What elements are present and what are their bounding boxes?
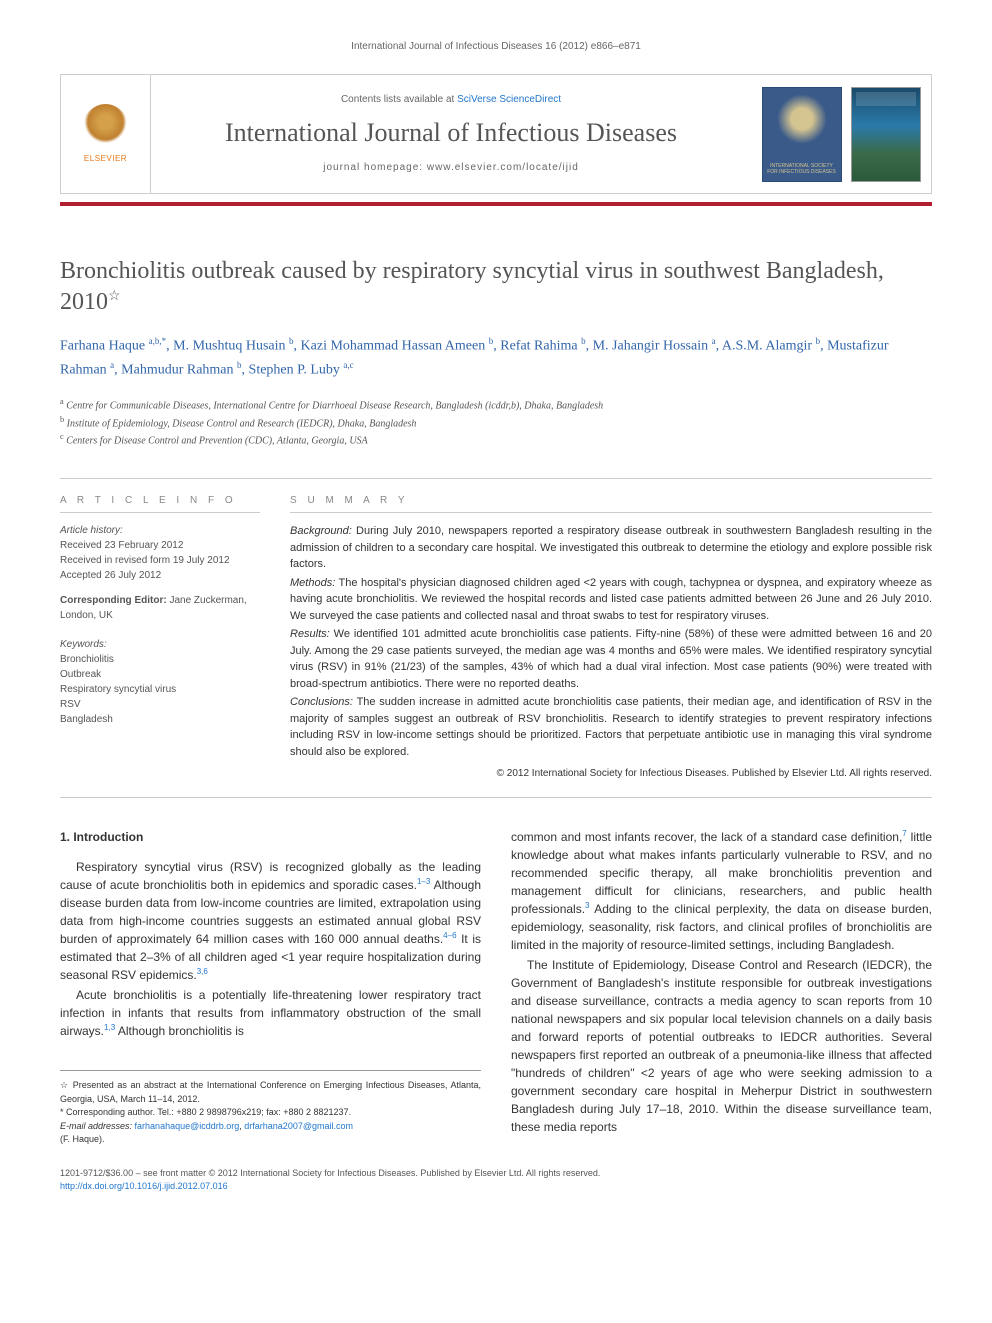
body-column-left: 1. Introduction Respiratory syncytial vi… (60, 828, 481, 1147)
revised-date: Received in revised form 19 July 2012 (60, 553, 260, 568)
keyword: Respiratory syncytial virus (60, 682, 260, 697)
summary-heading: S U M M A R Y (290, 493, 932, 513)
elsevier-logo-cell: ELSEVIER (61, 75, 151, 193)
editor-label: Corresponding Editor: (60, 595, 167, 606)
affiliation-line: c Centers for Disease Control and Preven… (60, 431, 932, 448)
elsevier-label: ELSEVIER (84, 153, 127, 164)
red-divider (60, 202, 932, 206)
history-label: Article history: (60, 523, 260, 538)
body-p3: common and most infants recover, the lac… (511, 828, 932, 954)
journal-name: International Journal of Infectious Dise… (225, 115, 677, 151)
conclusions-label: Conclusions: (290, 696, 353, 708)
elsevier-tree-icon (83, 104, 128, 149)
journal-homepage: journal homepage: www.elsevier.com/locat… (323, 161, 579, 175)
doi-link[interactable]: http://dx.doi.org/10.1016/j.ijid.2012.07… (60, 1181, 228, 1191)
footnote-corresponding: * Corresponding author. Tel.: +880 2 989… (60, 1106, 481, 1120)
footnote-email-suffix: (F. Haque). (60, 1133, 481, 1147)
affiliations: a Centre for Communicable Diseases, Inte… (60, 396, 932, 448)
keyword: Outbreak (60, 667, 260, 682)
body-p1: Respiratory syncytial virus (RSV) is rec… (60, 858, 481, 984)
accepted-date: Accepted 26 July 2012 (60, 568, 260, 583)
bottom-matter: 1201-9712/$36.00 – see front matter © 20… (60, 1167, 932, 1192)
footnotes: ☆ Presented as an abstract at the Intern… (60, 1070, 481, 1147)
homepage-url: www.elsevier.com/locate/ijid (427, 162, 579, 173)
conclusions-text: The sudden increase in admitted acute br… (290, 696, 932, 758)
results-text: We identified 101 admitted acute bronchi… (290, 628, 932, 690)
email-label: E-mail addresses: (60, 1121, 132, 1131)
article-title: Bronchiolitis outbreak caused by respira… (60, 256, 932, 318)
masthead-center: Contents lists available at SciVerse Sci… (151, 75, 751, 193)
society-logo: INTERNATIONAL SOCIETY FOR INFECTIOUS DIS… (762, 87, 842, 182)
body-p4: The Institute of Epidemiology, Disease C… (511, 956, 932, 1136)
keywords-block: Keywords: BronchiolitisOutbreakRespirato… (60, 637, 260, 727)
journal-cover-thumbnail (851, 87, 921, 182)
background-text: During July 2010, newspapers reported a … (290, 525, 932, 570)
masthead-right: INTERNATIONAL SOCIETY FOR INFECTIOUS DIS… (751, 75, 931, 193)
footnote-star: ☆ Presented as an abstract at the Intern… (60, 1079, 481, 1106)
journal-masthead: ELSEVIER Contents lists available at Sci… (60, 74, 932, 194)
keyword: Bangladesh (60, 712, 260, 727)
running-header: International Journal of Infectious Dise… (60, 40, 932, 54)
front-matter-line: 1201-9712/$36.00 – see front matter © 20… (60, 1167, 932, 1180)
email-2[interactable]: drfarhana2007@gmail.com (244, 1121, 353, 1131)
article-info-heading: A R T I C L E I N F O (60, 493, 260, 513)
methods-text: The hospital's physician diagnosed child… (290, 577, 932, 622)
title-star-icon: ☆ (108, 289, 121, 304)
homepage-prefix: journal homepage: (323, 162, 427, 173)
footnote-emails: E-mail addresses: farhanahaque@icddrb.or… (60, 1120, 481, 1134)
article-info: A R T I C L E I N F O Article history: R… (60, 493, 260, 783)
summary: S U M M A R Y Background: During July 20… (290, 493, 932, 783)
contents-line: Contents lists available at SciVerse Sci… (341, 93, 561, 107)
received-date: Received 23 February 2012 (60, 538, 260, 553)
affiliation-line: a Centre for Communicable Diseases, Inte… (60, 396, 932, 413)
body-column-right: common and most infants recover, the lac… (511, 828, 932, 1147)
title-text: Bronchiolitis outbreak caused by respira… (60, 258, 884, 315)
body-columns: 1. Introduction Respiratory syncytial vi… (60, 828, 932, 1147)
section-1-heading: 1. Introduction (60, 828, 481, 846)
author-list: Farhana Haque a,b,*, M. Mushtuq Husain b… (60, 334, 932, 382)
affiliation-line: b Institute of Epidemiology, Disease Con… (60, 414, 932, 431)
email-1[interactable]: farhanahaque@icddrb.org (135, 1121, 240, 1131)
keyword: Bronchiolitis (60, 652, 260, 667)
methods-label: Methods: (290, 577, 335, 589)
society-label: INTERNATIONAL SOCIETY FOR INFECTIOUS DIS… (767, 163, 837, 175)
contents-prefix: Contents lists available at (341, 94, 457, 105)
keywords-label: Keywords: (60, 637, 260, 652)
sciencedirect-link[interactable]: SciVerse ScienceDirect (457, 94, 561, 105)
results-label: Results: (290, 628, 330, 640)
keyword: RSV (60, 697, 260, 712)
summary-copyright: © 2012 International Society for Infecti… (290, 766, 932, 781)
elsevier-logo: ELSEVIER (76, 99, 136, 169)
background-label: Background: (290, 525, 352, 537)
society-globe-icon (777, 94, 827, 144)
info-summary-row: A R T I C L E I N F O Article history: R… (60, 478, 932, 798)
body-p2: Acute bronchiolitis is a potentially lif… (60, 986, 481, 1040)
